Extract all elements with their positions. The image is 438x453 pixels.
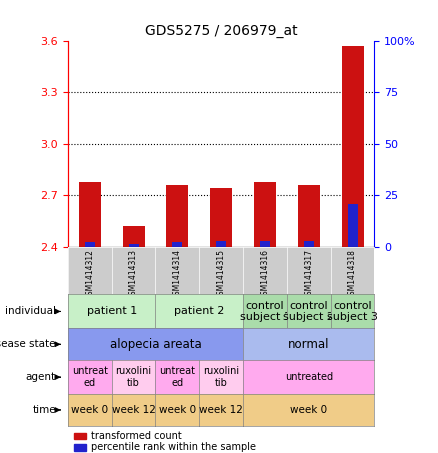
- Bar: [260, 241, 270, 247]
- Bar: [342, 46, 364, 247]
- Text: GSM1414313: GSM1414313: [129, 249, 138, 300]
- Text: percentile rank within the sample: percentile rank within the sample: [91, 442, 256, 452]
- Bar: [173, 242, 182, 247]
- Text: week 0: week 0: [290, 405, 327, 415]
- Text: control
subject 2: control subject 2: [283, 301, 334, 322]
- Text: week 12: week 12: [199, 405, 243, 415]
- Bar: [216, 241, 226, 247]
- Text: time: time: [32, 405, 56, 415]
- Bar: [74, 433, 86, 439]
- Text: untreat
ed: untreat ed: [72, 366, 108, 388]
- Bar: [79, 182, 101, 247]
- Text: patient 1: patient 1: [87, 306, 137, 317]
- Bar: [210, 188, 232, 247]
- Text: week 12: week 12: [112, 405, 155, 415]
- Text: GSM1414316: GSM1414316: [261, 249, 269, 300]
- Bar: [254, 182, 276, 247]
- Text: GSM1414312: GSM1414312: [85, 249, 94, 300]
- Text: alopecia areata: alopecia areata: [110, 338, 201, 351]
- Bar: [74, 444, 86, 450]
- Text: untreat
ed: untreat ed: [159, 366, 195, 388]
- Text: untreated: untreated: [285, 372, 333, 382]
- Text: control
subject 1: control subject 1: [240, 301, 290, 322]
- Text: GSM1414314: GSM1414314: [173, 249, 182, 300]
- Title: GDS5275 / 206979_at: GDS5275 / 206979_at: [145, 24, 297, 39]
- Bar: [348, 204, 357, 247]
- Text: disease state: disease state: [0, 339, 56, 349]
- Bar: [123, 226, 145, 247]
- Bar: [166, 185, 188, 247]
- Text: week 0: week 0: [71, 405, 108, 415]
- Text: ruxolini
tib: ruxolini tib: [116, 366, 152, 388]
- Text: transformed count: transformed count: [91, 431, 182, 441]
- Text: control
subject 3: control subject 3: [327, 301, 378, 322]
- Bar: [304, 241, 314, 247]
- Text: ruxolini
tib: ruxolini tib: [203, 366, 239, 388]
- Text: GSM1414315: GSM1414315: [217, 249, 226, 300]
- Text: GSM1414318: GSM1414318: [348, 249, 357, 300]
- Text: GSM1414317: GSM1414317: [304, 249, 313, 300]
- Bar: [298, 185, 320, 247]
- Bar: [85, 242, 95, 247]
- Text: normal: normal: [288, 338, 329, 351]
- Bar: [129, 244, 138, 247]
- Text: week 0: week 0: [159, 405, 196, 415]
- Text: individual: individual: [5, 306, 56, 317]
- Text: patient 2: patient 2: [174, 306, 225, 317]
- Text: agent: agent: [26, 372, 56, 382]
